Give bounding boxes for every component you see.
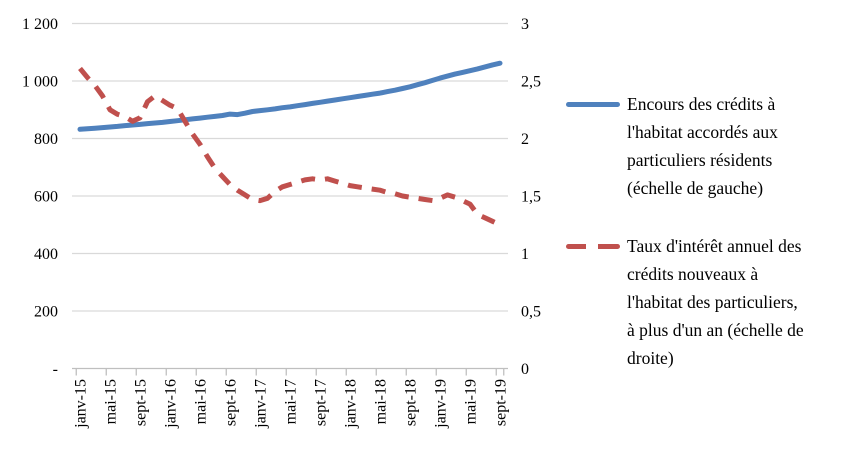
left-axis-label: 200 <box>34 304 58 321</box>
x-axis-tick-label: sept-15 <box>133 379 150 426</box>
encours-solid-line-swatch <box>566 101 620 107</box>
right-axis-label: 1 <box>521 246 529 263</box>
legend-item-taux: Taux d'intérêt annuel des crédits nouvea… <box>566 232 854 372</box>
x-axis-tick-label: sept-17 <box>313 379 330 426</box>
right-axis-label: 1,5 <box>521 189 541 206</box>
x-axis-tick-label: sept-19 <box>493 379 510 426</box>
left-axis-label: 800 <box>34 131 58 148</box>
x-axis-tick-label: janv-16 <box>163 379 180 429</box>
taux-dashed-line-swatch <box>566 243 620 249</box>
legend-swatch-column <box>566 90 627 118</box>
x-axis-tick-label: janv-17 <box>253 379 270 429</box>
right-axis-label: 0 <box>521 361 529 378</box>
left-axis-label: 1 200 <box>22 16 58 33</box>
right-axis-label: 2,5 <box>521 74 541 91</box>
x-axis-tick-label: sept-16 <box>223 379 240 426</box>
x-axis-tick-label: janv-18 <box>343 379 360 429</box>
x-axis-tick-label: mai-19 <box>463 379 480 424</box>
x-axis-tick-label: mai-16 <box>193 379 210 424</box>
x-axis-tick-label: sept-18 <box>403 379 420 426</box>
left-axis-label: 400 <box>34 246 58 263</box>
left-axis-label: - <box>53 361 58 378</box>
x-axis-tick-label: mai-18 <box>373 379 390 424</box>
right-axis-label: 0,5 <box>521 304 541 321</box>
taux-line <box>78 66 502 228</box>
legend: Encours des crédits à l'habitat accordés… <box>566 90 854 372</box>
x-axis-tick-label: mai-15 <box>103 379 120 424</box>
legend-item-encours: Encours des crédits à l'habitat accordés… <box>566 90 854 202</box>
right-axis-label: 3 <box>521 16 529 33</box>
x-axis-tick-label: mai-17 <box>283 379 300 424</box>
x-axis-tick-label: janv-19 <box>433 379 450 429</box>
legend-swatch-column <box>566 232 627 260</box>
left-axis-label: 600 <box>34 189 58 206</box>
left-axis-label: 1 000 <box>22 74 58 91</box>
encours-line <box>77 60 503 132</box>
legend-label-encours: Encours des crédits à l'habitat accordés… <box>627 94 778 198</box>
x-axis-tick-label: janv-15 <box>73 379 90 429</box>
legend-label-taux: Taux d'intérêt annuel des crédits nouvea… <box>627 236 804 368</box>
right-axis-label: 2 <box>521 131 529 148</box>
